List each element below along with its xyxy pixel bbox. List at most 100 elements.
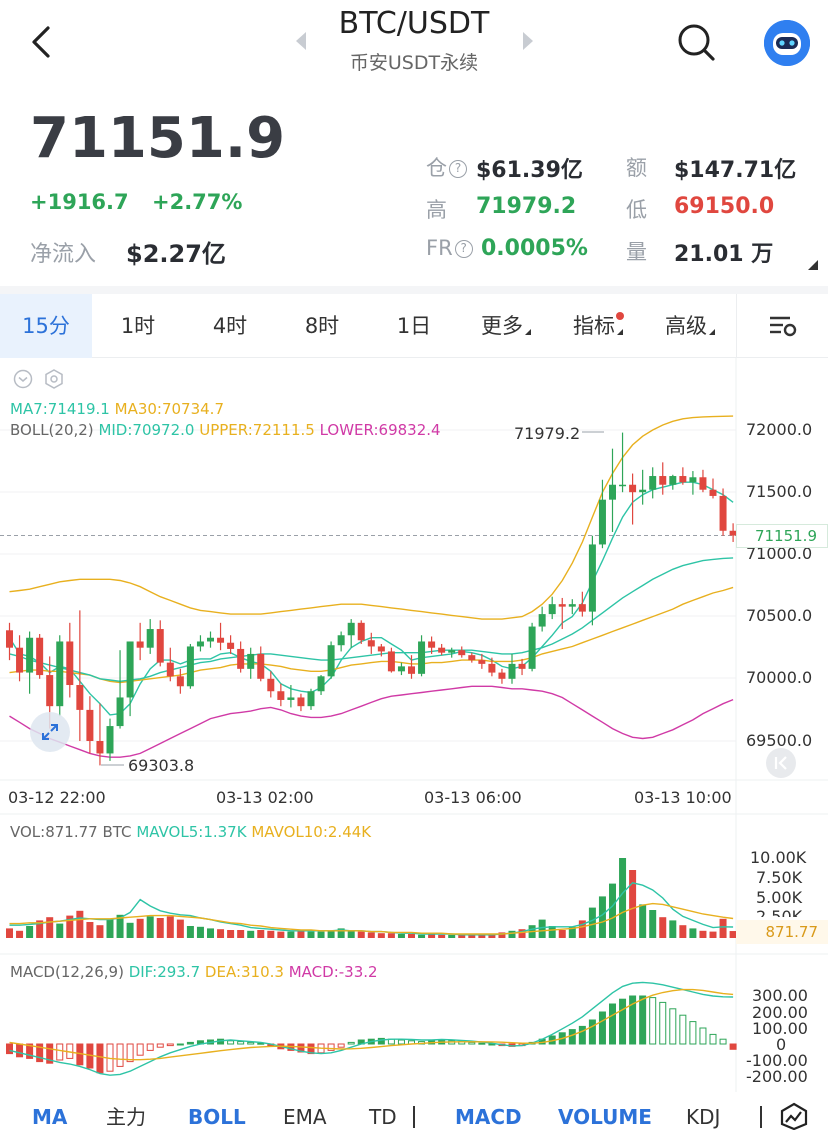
macd-bar <box>588 1019 596 1045</box>
settings-hex-icon[interactable] <box>45 369 63 389</box>
robot-avatar-icon[interactable] <box>764 20 810 66</box>
candle-body <box>729 530 737 536</box>
mavol10-label: MAVOL10:2.44K <box>251 823 372 841</box>
search-icon[interactable] <box>676 22 716 62</box>
volume-bar <box>669 920 677 938</box>
indicator-volume[interactable]: VOLUME <box>558 1105 652 1129</box>
volume-bar <box>297 930 305 938</box>
tab-more[interactable]: 更多 <box>460 294 552 358</box>
kline-chart[interactable] <box>0 358 828 1098</box>
volume-axis-label: 7.50K <box>756 868 803 887</box>
candle-body <box>508 663 516 679</box>
dropdown-icon <box>525 329 531 335</box>
candle-body <box>267 678 275 692</box>
candle-body <box>397 666 405 672</box>
volume-bar <box>397 934 405 938</box>
help-icon[interactable]: ? <box>454 240 473 258</box>
high-value: 71979.2 <box>476 194 577 219</box>
tab-1h[interactable]: 1时 <box>120 314 156 338</box>
candle-body <box>418 641 426 674</box>
symbol-title[interactable]: BTC/USDT <box>338 6 490 41</box>
candle-body <box>408 666 415 674</box>
next-arrow-icon[interactable] <box>520 30 536 52</box>
turnover-label: 额 <box>626 156 647 180</box>
back-icon[interactable] <box>26 22 60 62</box>
macd-bar <box>709 1033 717 1045</box>
current-volume-tag: 871.77 <box>736 920 828 944</box>
volume-bar <box>106 918 114 938</box>
macd-bar <box>237 1041 245 1045</box>
ma-legend: MA7:71419.1 MA30:70734.7 <box>10 400 224 418</box>
collapse-icon[interactable] <box>13 369 33 389</box>
expand-icon[interactable] <box>30 712 70 752</box>
indicator-macd[interactable]: MACD <box>455 1105 522 1129</box>
expand-stats-icon[interactable] <box>808 260 818 270</box>
tab-8h[interactable]: 8时 <box>304 314 340 338</box>
volume-bar <box>347 930 355 938</box>
price-axis-label: 71500.0 <box>746 482 813 501</box>
volume-bar <box>679 925 687 938</box>
indicator-kdj[interactable]: KDJ <box>686 1105 721 1129</box>
candle-body <box>649 476 657 490</box>
change-percent: +2.77% <box>152 190 243 214</box>
prev-arrow-icon[interactable] <box>293 30 309 52</box>
candle-body <box>26 637 34 673</box>
tab-4h[interactable]: 4时 <box>212 314 248 338</box>
boll-label: BOLL(20,2) <box>10 421 94 439</box>
volume-bar <box>76 910 84 938</box>
chart-settings-button[interactable] <box>736 294 828 358</box>
volume-label: 量 <box>626 240 647 264</box>
boll-legend: BOLL(20,2) MID:70972.0 UPPER:72111.5 LOW… <box>10 421 441 439</box>
tab-1d[interactable]: 1日 <box>396 314 432 338</box>
price-axis-label: 70500.0 <box>746 606 813 625</box>
indicator-main-force[interactable]: 主力 <box>106 1105 146 1129</box>
candle-body <box>428 641 436 648</box>
candle-body <box>217 637 225 643</box>
volume-bar <box>709 931 717 938</box>
candle-body <box>116 697 124 727</box>
volume-bar <box>126 922 134 938</box>
volume-bar <box>488 934 496 938</box>
macd-axis-label: 300.00 <box>752 986 808 1005</box>
indicator-ema[interactable]: EMA <box>283 1105 327 1129</box>
chart-settings-icon <box>769 316 796 337</box>
macd-bar <box>257 1042 265 1045</box>
macd-bar <box>26 1043 34 1059</box>
dropdown-icon <box>709 329 715 335</box>
indicator-td[interactable]: TD <box>369 1105 397 1129</box>
volume-bar <box>307 931 315 938</box>
candle-body <box>498 672 506 679</box>
indicator-ma[interactable]: MA <box>32 1105 68 1129</box>
help-icon[interactable]: ? <box>449 160 467 178</box>
candle-body <box>588 544 596 612</box>
boll-upper-line <box>9 415 734 620</box>
dea-line <box>9 988 734 1061</box>
candle-body <box>166 662 174 677</box>
candle-body <box>66 641 74 686</box>
tab-more-label: 更多 <box>481 314 523 338</box>
candle-body <box>598 499 606 545</box>
volume-bar <box>538 919 546 938</box>
collapse-right-icon[interactable] <box>766 748 796 778</box>
market-subtitle: 币安USDT永续 <box>349 52 479 74</box>
candle-body <box>36 637 44 676</box>
ma7-label: MA7:71419.1 <box>10 400 110 418</box>
candle-body <box>538 614 546 627</box>
candle-body <box>156 629 164 663</box>
indicator-boll[interactable]: BOLL <box>188 1105 246 1129</box>
candle-body <box>558 604 566 607</box>
volume-axis-label: 5.00K <box>756 888 803 907</box>
macd-bar <box>307 1043 315 1055</box>
candle-body <box>719 495 727 531</box>
tab-advanced[interactable]: 高级 <box>644 294 736 358</box>
drawing-tool-icon[interactable] <box>780 1102 808 1130</box>
vol-label: VOL:871.77 BTC <box>10 823 132 841</box>
volume-bar <box>498 932 506 938</box>
tab-15m[interactable]: 15分 <box>0 294 92 358</box>
current-price-tag: 71151.9 <box>736 524 828 548</box>
tab-indicators[interactable]: 指标 <box>552 294 644 358</box>
candle-body <box>468 655 476 661</box>
volume-bar <box>26 926 34 938</box>
volume-bar <box>458 934 466 938</box>
volume-bar <box>649 910 657 938</box>
